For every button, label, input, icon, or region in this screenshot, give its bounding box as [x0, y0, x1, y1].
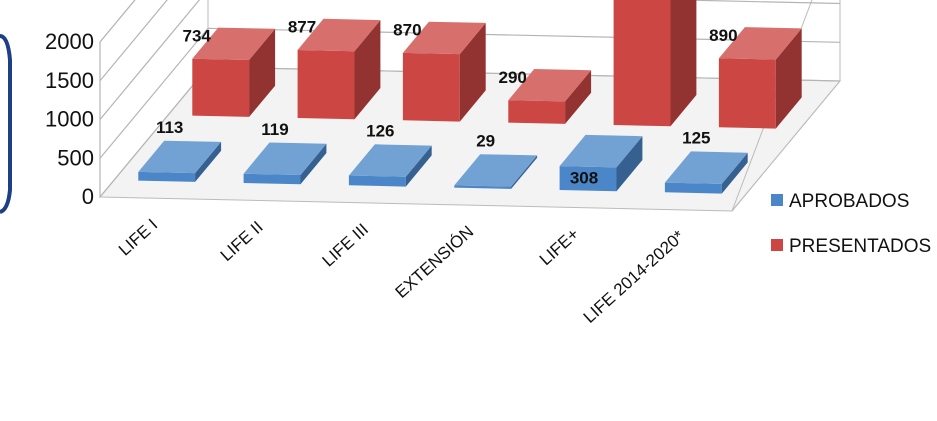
y-tick-label: 1000: [45, 107, 94, 132]
bar-side-face: [300, 143, 327, 185]
x-axis-labels: LIFE I LIFE II LIFE III EXTENSIÓN LIFE+LIFE …: [115, 215, 688, 327]
data-label-aprobados-1: 119: [261, 120, 288, 139]
bar-presentados-3: [508, 69, 592, 124]
legend-swatch-presentados: [771, 239, 783, 251]
chart-bars: [138, 0, 802, 194]
bar-top-face: [718, 27, 802, 60]
data-label-presentados-5: 890: [709, 26, 737, 45]
legend-swatch-aprobados: [771, 194, 783, 206]
bar-front-face: [559, 166, 617, 192]
data-label-presentados-1: 877: [288, 18, 316, 37]
y-axis-ticks: 0 500 1000 1500 2000: [45, 29, 94, 209]
data-label-aprobados-2: 126: [366, 122, 394, 141]
bar-top-face: [559, 134, 643, 168]
bar-aprobados-2: [348, 144, 432, 187]
bar-top-face: [664, 151, 748, 184]
bar-top-face: [402, 21, 486, 55]
x-tick-label: LIFE I: [115, 215, 161, 259]
bar-side-face: [775, 28, 802, 129]
gridline: [99, 0, 168, 82]
bar-front-face: [243, 173, 301, 185]
bar-side-face: [249, 28, 276, 117]
bar-top-face: [297, 18, 381, 52]
x-tick-label: LIFE II: [217, 217, 267, 265]
bar-side-face: [511, 155, 538, 189]
bar-presentados-2: [402, 21, 486, 122]
y-tick-label: 1500: [45, 68, 94, 93]
bar-aprobados-0: [138, 140, 222, 182]
x-tick-label: LIFE 2014-2020*: [580, 226, 689, 326]
data-label-presentados-0: 734: [183, 26, 212, 45]
bar-side-face: [405, 145, 432, 187]
bar-top-face: [138, 140, 222, 174]
data-label-aprobados-0: 113: [156, 118, 183, 137]
legend-label-aprobados: APROBADOS: [789, 191, 909, 212]
frame-accent: [0, 34, 12, 214]
chart-legend: APROBADOS PRESENTADOS: [771, 191, 931, 257]
y-tick-label: 2000: [45, 29, 94, 54]
bar-side-face: [459, 22, 486, 122]
bar-top-face: [192, 27, 276, 61]
bar-top-face: [243, 142, 327, 175]
bar-presentados-0: [192, 27, 276, 117]
x-tick-label: LIFE+: [536, 224, 583, 269]
bar-side-face: [195, 141, 222, 182]
bar-presentados-1: [297, 18, 381, 120]
bar-front-face: [718, 58, 776, 129]
bar-front-face: [508, 100, 566, 124]
bar-front-face: [192, 58, 250, 117]
bar-side-face: [354, 20, 381, 120]
bar-top-face: [508, 69, 592, 102]
bar-presentados-4: [613, 0, 697, 127]
y-tick-label: 500: [57, 145, 94, 170]
bar-aprobados-5: [664, 151, 748, 194]
data-label-presentados-3: 290: [499, 68, 527, 87]
bar-front-face: [402, 52, 460, 122]
bar-side-face: [670, 0, 697, 127]
x-tick-label: EXTENSIÓN: [392, 222, 478, 302]
data-label-aprobados-3: 29: [476, 131, 495, 150]
bar-presentados-5: [718, 27, 802, 129]
x-tick-label: LIFE III: [319, 220, 372, 271]
bar-front-face: [297, 50, 355, 120]
data-labels: 734877870290167089011311912629308125: [156, 18, 738, 188]
legend-label-presentados: PRESENTADOS: [789, 236, 931, 257]
bar-front-face: [613, 0, 671, 127]
bar-side-face: [721, 152, 748, 194]
bar-top-face: [454, 154, 538, 187]
data-label-aprobados-5: 125: [682, 129, 710, 148]
gridline: [99, 0, 841, 120]
bar-side-face: [616, 136, 643, 192]
bar-front-face: [664, 182, 722, 194]
bar-front-face: [348, 175, 406, 187]
bar-aprobados-4: [559, 134, 643, 192]
bar-aprobados-3: [454, 154, 538, 189]
bar-top-face: [348, 144, 432, 177]
bar-side-face: [565, 70, 592, 124]
y-tick-label: 0: [82, 184, 94, 209]
bar-front-face: [138, 171, 196, 182]
data-label-presentados-2: 870: [393, 21, 421, 40]
bar-aprobados-1: [243, 142, 327, 185]
bar-front-face: [454, 185, 512, 189]
data-label-aprobados-4: 308: [570, 168, 598, 187]
